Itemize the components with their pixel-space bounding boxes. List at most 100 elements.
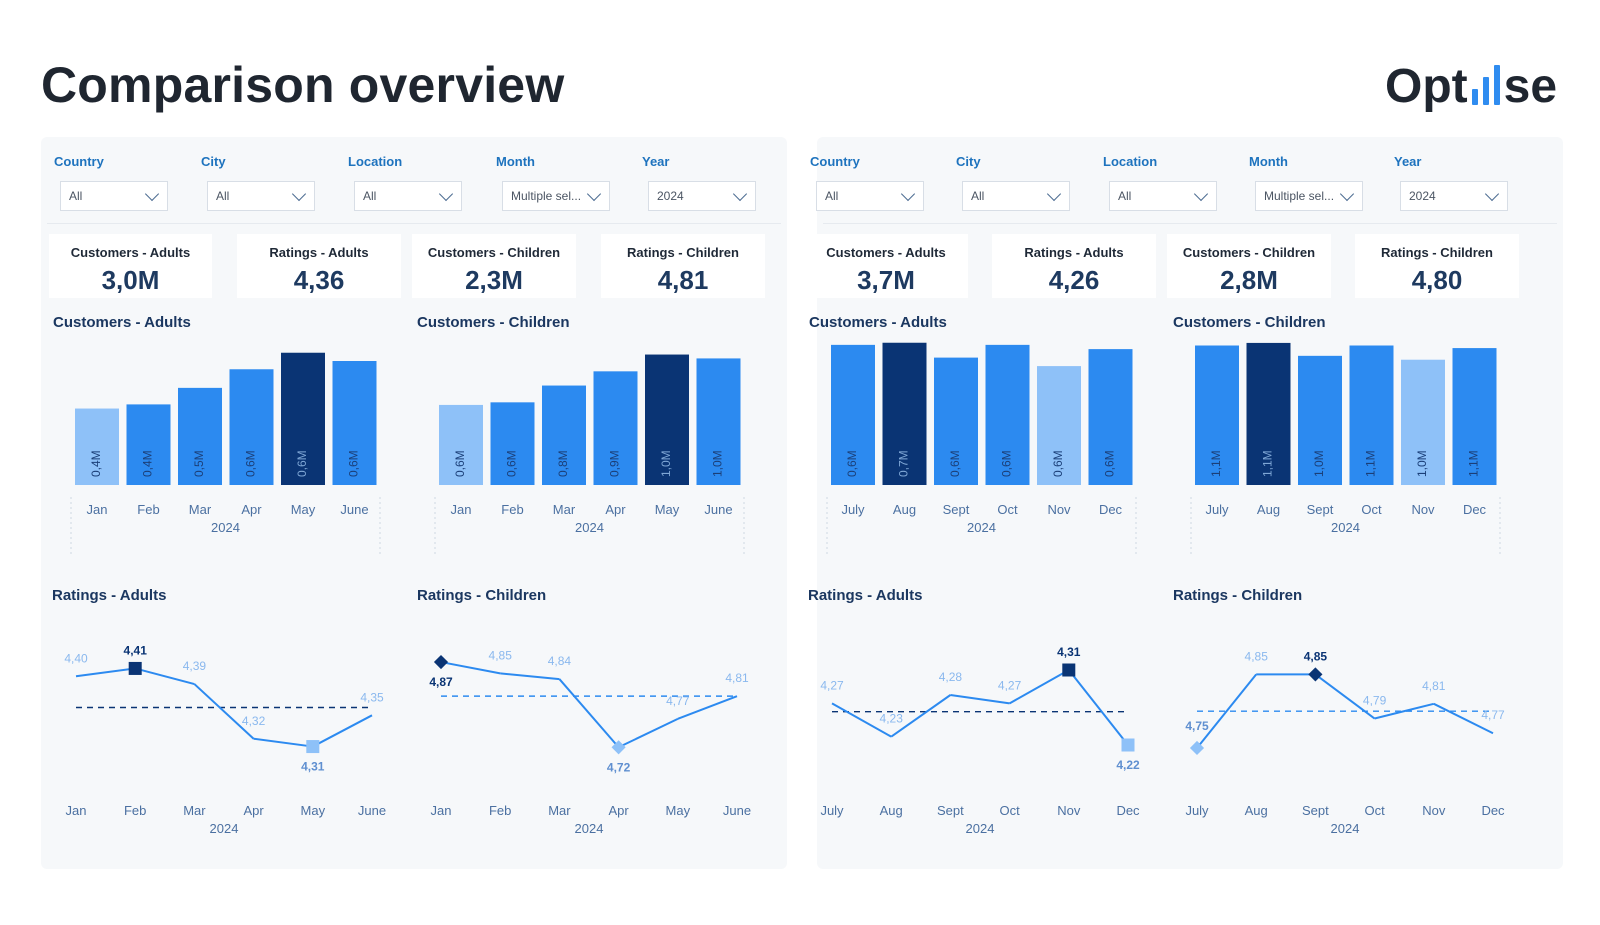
x-axis-year-label: 2024 <box>967 520 996 535</box>
city-dropdown[interactable]: All <box>962 181 1070 211</box>
point-data-label: 4,31 <box>1057 645 1081 659</box>
max-point-marker <box>128 661 142 675</box>
bar-jan <box>439 404 483 485</box>
chart-title: Ratings - Adults <box>52 587 167 604</box>
x-tick-label: Dec <box>1116 803 1140 818</box>
bar-oct <box>1349 345 1394 485</box>
x-tick-label: Nov <box>1057 803 1081 818</box>
bar-data-label: 0,9M <box>608 450 622 477</box>
location-dropdown[interactable]: All <box>354 181 462 211</box>
x-tick-label: Mar <box>183 803 206 818</box>
bar-data-label: 1,1M <box>1261 450 1275 477</box>
kpi-card: Customers - Adults 3,7M <box>804 234 968 298</box>
comparison-panel-right: Country All City All Location All Month … <box>804 137 1563 869</box>
point-data-label: 4,81 <box>725 671 749 685</box>
chevron-down-icon <box>1339 186 1355 201</box>
line-segment <box>890 694 951 738</box>
kpi-card: Customers - Children 2,8M <box>1167 234 1331 298</box>
city-dropdown[interactable]: All <box>207 181 315 211</box>
year-dropdown[interactable]: 2024 <box>1400 181 1508 211</box>
bar-july <box>1195 345 1239 485</box>
x-tick-label: Dec <box>1481 803 1505 818</box>
bar-june <box>332 361 377 485</box>
point-data-label: 4,32 <box>242 714 266 728</box>
filter-bar: Country All City All Location All Month … <box>41 137 787 226</box>
point-data-label: 4,23 <box>880 712 904 726</box>
filter-label: City <box>201 154 226 169</box>
bar-aug <box>882 342 927 485</box>
line-segment <box>558 678 620 748</box>
month-dropdown[interactable]: Multiple sel... <box>502 181 610 211</box>
line-segment <box>193 683 255 740</box>
filter-label: Year <box>1394 154 1422 169</box>
ratings-children-line-chart: 4,87 Jan 4,85 Feb 4,84 Mar 4,72 Apr 4,77 May 4,81 J… <box>429 648 751 836</box>
logo-text-left: Opt <box>1385 59 1468 113</box>
bar-data-label: 0,5M <box>192 450 206 477</box>
x-axis-year-label: 2024 <box>575 821 604 836</box>
kpi-label: Ratings - Children <box>1381 245 1493 260</box>
min-point-marker <box>1121 738 1135 752</box>
brand-logo: Opt se <box>1385 55 1565 117</box>
line-segment <box>677 695 738 720</box>
line-segment <box>950 694 1010 705</box>
kpi-label: Customers - Children <box>427 245 561 260</box>
bar-dec <box>1452 348 1497 485</box>
point-data-label: 4,85 <box>1245 649 1269 663</box>
x-tick-label: May <box>291 502 316 517</box>
filter-label: City <box>956 154 981 169</box>
line-segment <box>1314 673 1376 720</box>
year-dropdown[interactable]: 2024 <box>648 181 756 211</box>
chevron-down-icon <box>438 186 454 201</box>
bar-sept <box>934 357 978 485</box>
x-tick-label: Sept <box>937 803 964 818</box>
bar-data-label: 1,0M <box>1415 450 1429 477</box>
country-dropdown[interactable]: All <box>816 181 924 211</box>
kpi-value: 2,3M <box>465 265 523 295</box>
bar-mar <box>178 387 222 485</box>
chevron-down-icon <box>1193 186 1209 201</box>
bar-data-label: 0,6M <box>1051 450 1065 477</box>
x-tick-label: Apr <box>605 502 626 517</box>
x-tick-label: July <box>1185 803 1209 818</box>
bar-data-label: 0,6M <box>244 450 258 477</box>
line-segment <box>134 667 195 686</box>
chevron-down-icon <box>1046 186 1062 201</box>
line-segment <box>1009 669 1070 705</box>
point-data-label: 4,41 <box>124 643 148 657</box>
logo-bars-icon <box>1471 63 1500 105</box>
ratings-children-line-chart: 4,75 July 4,85 Aug 4,85 Sept 4,79 Oct 4,81 Nov 4,7… <box>1185 649 1505 836</box>
point-data-label: 4,27 <box>998 678 1022 692</box>
x-tick-label: Jan <box>451 502 472 517</box>
kpi-card: Ratings - Adults 4,36 <box>237 234 401 298</box>
bar-may <box>281 352 325 485</box>
kpi-card: Ratings - Adults 4,26 <box>992 234 1156 298</box>
line-segment <box>500 672 560 681</box>
x-tick-label: July <box>841 502 865 517</box>
country-dropdown[interactable]: All <box>60 181 168 211</box>
x-tick-label: Nov <box>1422 803 1446 818</box>
filter-label: Country <box>54 154 104 169</box>
x-tick-label: Aug <box>893 502 916 517</box>
point-data-label: 4,85 <box>1304 649 1328 663</box>
bar-data-label: 1,1M <box>1209 450 1223 477</box>
x-tick-label: Feb <box>489 803 511 818</box>
line-segment <box>618 717 679 749</box>
filter-label: Month <box>496 154 535 169</box>
x-tick-label: May <box>666 803 691 818</box>
bar-data-label: 0,7M <box>897 450 911 477</box>
x-tick-label: June <box>358 803 386 818</box>
location-dropdown[interactable]: All <box>1109 181 1217 211</box>
month-dropdown[interactable]: Multiple sel... <box>1255 181 1363 211</box>
x-tick-label: Feb <box>124 803 146 818</box>
bar-feb <box>126 404 171 485</box>
ratings-adults-line-chart: 4,40 Jan 4,41 Feb 4,39 Mar 4,32 Apr 4,31 May 4,35 J… <box>64 643 386 836</box>
kpi-value: 4,80 <box>1411 265 1463 295</box>
customers-children-bar-chart: 1,1M July 1,1M Aug 1,0M Sept 1,1M Oct 1,0M Nov 1,1… <box>1190 342 1501 554</box>
x-tick-label: Feb <box>501 502 523 517</box>
x-tick-label: Jan <box>87 502 108 517</box>
point-data-label: 4,75 <box>1185 719 1209 733</box>
x-tick-label: Aug <box>1257 502 1280 517</box>
kpi-label: Customers - Children <box>1182 245 1316 260</box>
chart-title: Ratings - Adults <box>808 587 923 604</box>
x-tick-label: June <box>340 502 368 517</box>
